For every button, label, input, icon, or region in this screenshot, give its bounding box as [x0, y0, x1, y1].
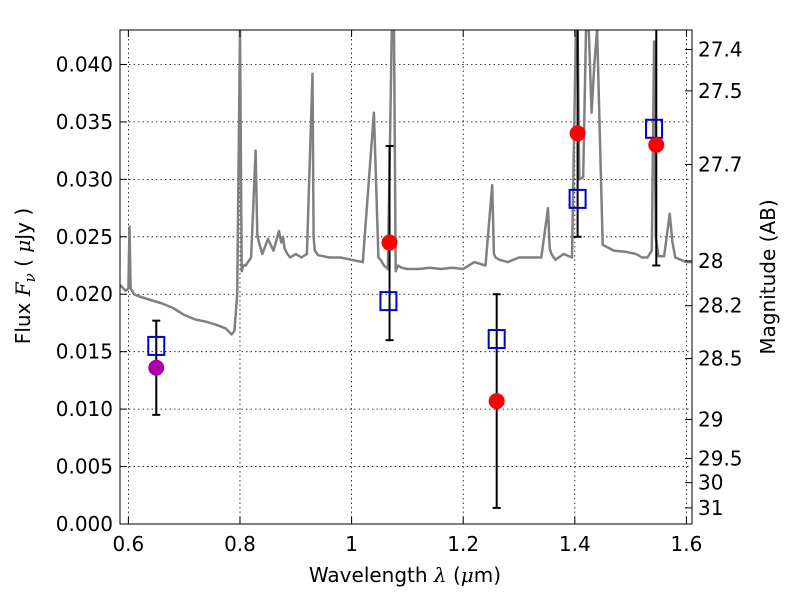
y2-tick-label: 31: [698, 496, 723, 520]
y-tick-label: 0.010: [56, 397, 113, 421]
observed-flux-point: [488, 393, 505, 410]
x-tick-label: 1.2: [447, 532, 479, 556]
spectrum-line: [120, 30, 692, 336]
secondary-y-axis-label: Magnitude (AB): [756, 199, 780, 354]
model-photometry-square: [147, 335, 166, 356]
grid-lines: [120, 30, 692, 525]
x-tick-label: 1.4: [559, 532, 591, 556]
data-markers: [147, 30, 665, 509]
model-photometry-square: [568, 188, 587, 209]
model-photometry-square: [487, 329, 506, 350]
y-tick-label: 0.030: [56, 167, 113, 191]
model-photometry-square: [379, 291, 398, 312]
x-tick-label: 1: [345, 532, 358, 556]
spectrum-series: [120, 30, 692, 336]
x-tick-label: 0.8: [224, 532, 256, 556]
y2-tick-label: 28: [698, 249, 723, 273]
plot-frame: [119, 29, 693, 525]
y-tick-label: 0.015: [56, 340, 113, 364]
y2-tick-label: 30: [698, 471, 723, 495]
x-tick-label: 1.6: [671, 532, 703, 556]
y-tick-label: 0.020: [56, 282, 113, 306]
axis-ticks: 0.6 0.8 1 1.2 1.4 1.6 0.000 0.005 0.010 0.015 0.02…: [56, 30, 743, 556]
y-tick-label: 0.035: [56, 110, 113, 134]
y-tick-label: 0.040: [56, 52, 113, 76]
y2-tick-label: 27.7: [698, 152, 743, 176]
y2-tick-label: 28.2: [698, 294, 743, 318]
y2-tick-label: 29.5: [698, 447, 743, 471]
y-tick-label: 0.025: [56, 225, 113, 249]
x-tick-label: 0.6: [112, 532, 144, 556]
y2-tick-label: 29: [698, 407, 723, 431]
observed-flux-point: [148, 359, 165, 376]
y-tick-label: 0.005: [56, 455, 113, 479]
observed-flux-point: [381, 234, 398, 251]
y2-tick-label: 27.5: [698, 79, 743, 103]
y-tick-label: 0.000: [56, 512, 113, 536]
observed-flux-point: [648, 136, 665, 153]
y2-tick-label: 28.5: [698, 347, 743, 371]
observed-flux-point: [569, 125, 586, 142]
y2-tick-label: 27.4: [698, 38, 743, 62]
y-axis-label: Flux Fν ( μJy ): [11, 208, 39, 344]
x-axis-label: Wavelength λ (μm): [309, 563, 501, 587]
